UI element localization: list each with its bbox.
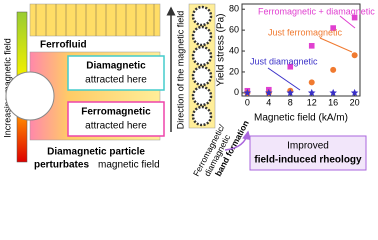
result-2: field-induced rheology	[254, 155, 362, 166]
marker	[308, 79, 315, 86]
ferrofluid-panel	[29, 3, 161, 37]
label-arrow	[267, 67, 301, 91]
marker	[243, 88, 252, 97]
caption-2: perturbates	[34, 160, 89, 171]
ferro-text: attracted here	[85, 121, 147, 132]
marker	[330, 66, 337, 73]
ferro-title: Ferromagnetic	[81, 107, 151, 118]
marker	[350, 88, 359, 97]
dia-box	[67, 55, 165, 91]
dia-title: Diamagnetic	[86, 61, 146, 72]
graphic: Increasing magnetic field Ferrofluid Dia…	[2, 3, 375, 178]
x-tick-label: 20	[350, 97, 360, 107]
marker	[330, 25, 336, 31]
result-1: Improved	[287, 141, 329, 152]
x-axis-label: Magnetic field (kA/m)	[254, 113, 348, 124]
chain	[191, 5, 213, 127]
series-label: Ferromagnetic + diamagnetic	[258, 6, 375, 16]
y-tick-label: 60	[229, 25, 239, 35]
marker	[308, 43, 315, 49]
y-tick-label: 80	[229, 4, 239, 14]
ferrofluid-label: Ferrofluid	[40, 40, 87, 51]
result-box	[249, 135, 367, 171]
direction-label: Direction of the magnetic field	[175, 11, 185, 130]
marker	[286, 88, 295, 97]
label-arrow	[319, 37, 353, 53]
x-tick-label: 16	[328, 97, 338, 107]
field-lines	[35, 4, 155, 36]
x-tick-label: 8	[288, 97, 293, 107]
dia-text: attracted here	[85, 75, 147, 86]
marker	[329, 88, 337, 97]
series-label: Just ferromagnetic	[268, 27, 343, 37]
marker	[265, 88, 273, 97]
x-tick-label: 12	[307, 97, 317, 107]
label-arrow	[339, 15, 356, 29]
y-tick-label: 40	[229, 45, 239, 55]
plot-frame	[241, 3, 361, 97]
y-tick-label: 20	[229, 66, 239, 76]
series-label: Just diamagnetic	[250, 56, 318, 66]
y-tick-label: 0	[234, 87, 239, 97]
caption-1: Diamagnetic particle	[47, 147, 145, 158]
marker	[287, 63, 294, 70]
x-tick-label: 0	[245, 97, 250, 107]
caption-3: magnetic field	[98, 160, 160, 171]
marker	[351, 14, 358, 21]
y-axis-label: Yield stress (Pa)	[216, 14, 227, 87]
marker	[307, 88, 316, 97]
marker	[351, 52, 358, 59]
result-arrow	[224, 130, 252, 151]
ferro-box	[67, 101, 165, 137]
x-tick-label: 4	[266, 97, 271, 107]
particle	[5, 71, 55, 121]
